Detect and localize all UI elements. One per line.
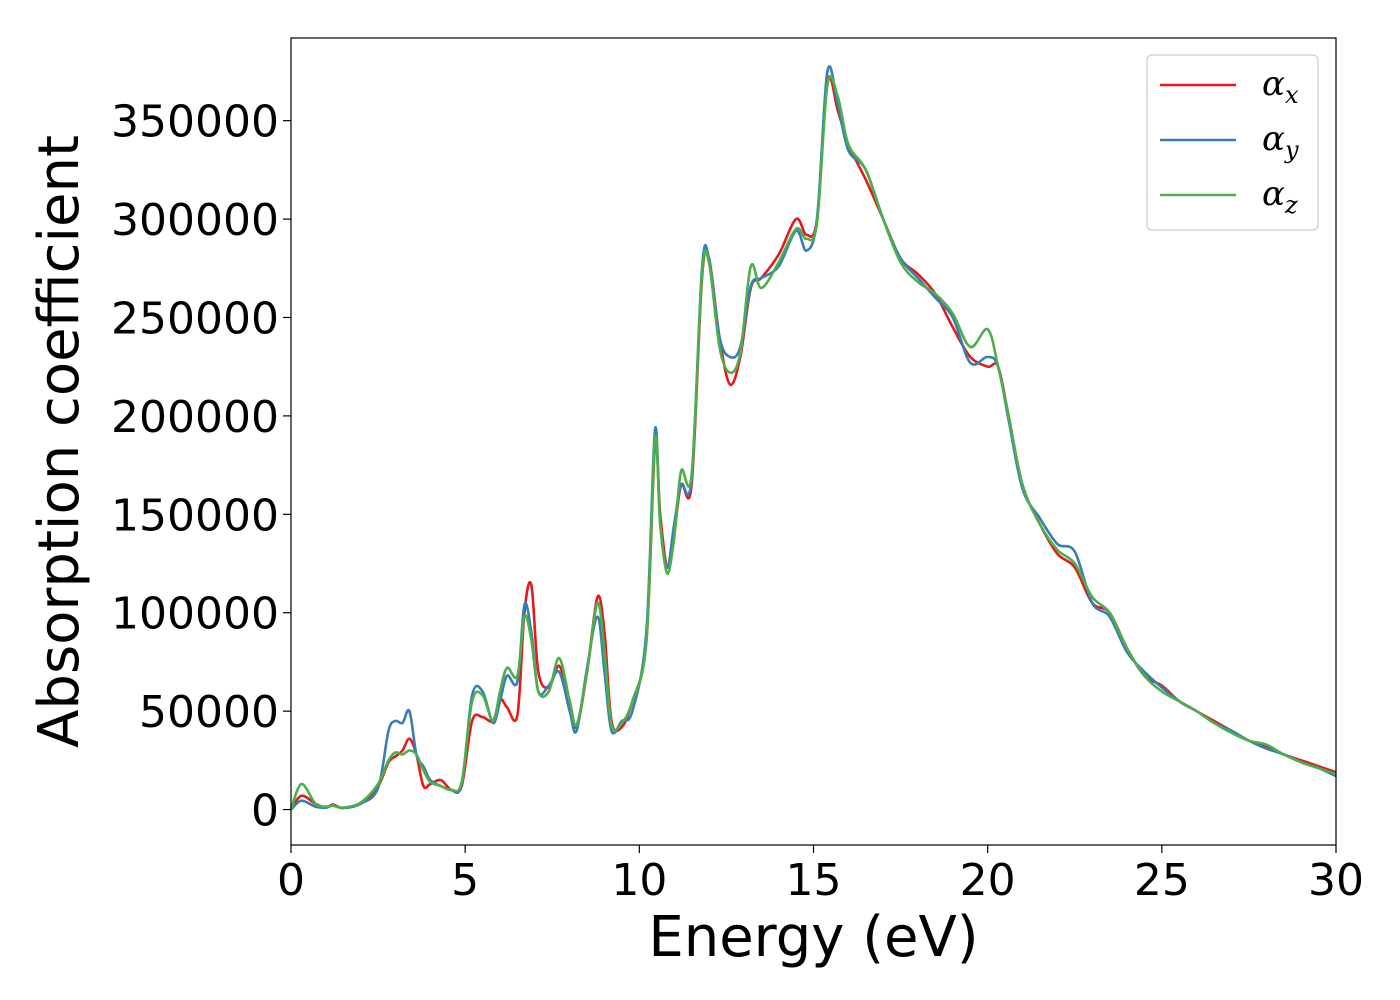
y-tick-label: 150000 — [111, 490, 279, 541]
legend-label-z: αz — [1262, 174, 1298, 219]
y-axis-label: Absorption coefficient — [27, 135, 92, 748]
y-axis-ticks: 0 50000 100000 150000 200000 250000 300000 3500… — [111, 97, 291, 837]
series-line-x — [289, 75, 1337, 811]
y-tick-label: 100000 — [111, 589, 279, 640]
x-axis-ticks: 0 5 10 15 20 25 30 — [277, 845, 1364, 906]
x-tick-label: 30 — [1308, 855, 1364, 906]
legend: αx αy αz — [1146, 54, 1319, 231]
y-tick-label: 350000 — [111, 97, 279, 148]
y-tick-label: 250000 — [111, 293, 279, 344]
y-tick-label: 50000 — [139, 687, 279, 738]
x-tick-label: 15 — [786, 855, 842, 906]
x-tick-label: 20 — [960, 855, 1016, 906]
x-tick-label: 0 — [277, 855, 305, 906]
x-axis-label: Energy (eV) — [648, 905, 978, 970]
y-tick-label: 200000 — [111, 392, 279, 443]
y-tick-label: 0 — [251, 786, 279, 837]
legend-label-x: αx — [1262, 64, 1299, 109]
plot-lines — [289, 65, 1337, 811]
x-tick-label: 10 — [611, 855, 667, 906]
legend-box — [1146, 54, 1319, 231]
x-tick-label: 25 — [1134, 855, 1190, 906]
legend-label-y: αy — [1262, 119, 1299, 164]
series-line-z — [289, 75, 1337, 811]
y-tick-label: 300000 — [111, 195, 279, 246]
x-tick-label: 5 — [451, 855, 479, 906]
